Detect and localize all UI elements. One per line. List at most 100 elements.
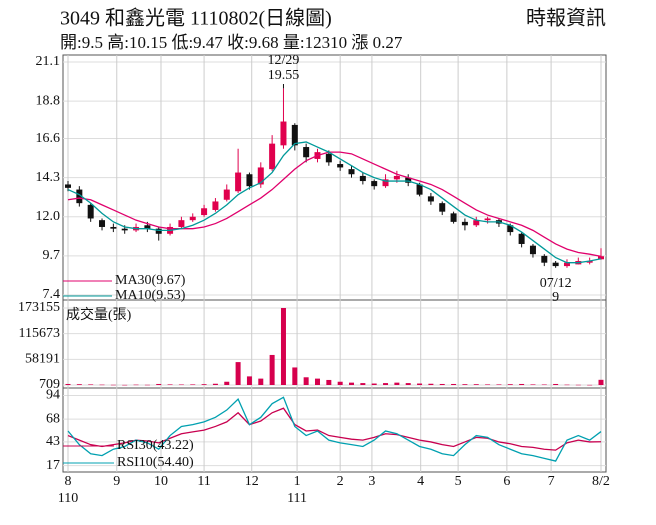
y-tick-label: 115673 <box>19 326 60 341</box>
annotation: 07/12 <box>540 276 572 291</box>
volume-bar <box>258 378 264 385</box>
year-label: 110 <box>58 491 78 506</box>
x-tick-label: 6 <box>503 474 510 489</box>
annotation: 12/29 <box>268 53 300 68</box>
volume-bar <box>190 384 196 385</box>
volume-bar <box>598 379 604 385</box>
candle-body <box>201 208 208 216</box>
x-tick-label: 5 <box>455 474 462 489</box>
x-tick-label: 3 <box>368 474 375 489</box>
y-tick-label: 94 <box>46 388 60 403</box>
candle-body <box>529 245 536 255</box>
volume-bar <box>417 383 423 385</box>
x-tick-label: 4 <box>417 474 424 489</box>
x-tick-label: 9 <box>113 474 120 489</box>
candle-body <box>280 121 287 146</box>
x-tick-label: 10 <box>154 474 168 489</box>
y-tick-label: 173155 <box>18 300 60 315</box>
candle-body <box>65 184 71 188</box>
year-label: 111 <box>287 491 307 506</box>
legend-label: RSI10(54.40) <box>117 455 194 470</box>
candle-body <box>473 220 480 226</box>
volume-bar <box>428 383 434 385</box>
volume-bar <box>530 384 536 385</box>
candle-body <box>99 220 106 227</box>
y-tick-label: 17 <box>46 458 60 473</box>
candle-body <box>552 262 559 267</box>
subtitle: 開:9.5 高:10.15 低:9.47 收:9.68 量:12310 漲 0.… <box>60 33 403 52</box>
candle-body <box>484 218 491 221</box>
annotation: 19.55 <box>268 68 300 83</box>
candle-body <box>155 228 162 234</box>
volume-bar <box>473 384 479 385</box>
candle-body <box>303 147 310 158</box>
candle-body <box>598 256 604 260</box>
series-line <box>67 141 602 264</box>
candle-body <box>382 179 389 187</box>
candle-body <box>76 189 83 204</box>
volume-bar <box>65 383 71 385</box>
y-tick-label: 18.8 <box>36 93 61 108</box>
y-tick-label: 7.4 <box>43 287 61 302</box>
volume-bar <box>269 354 275 385</box>
candle-body <box>518 233 525 244</box>
x-tick-label: 8 <box>65 474 72 489</box>
volume-bar <box>122 384 128 386</box>
volume-bar <box>133 384 139 386</box>
volume-bar <box>337 381 343 385</box>
volume-bar <box>292 367 298 385</box>
candle-body <box>450 213 457 222</box>
candle-body <box>427 196 434 202</box>
frame <box>62 54 607 473</box>
candle-body <box>439 203 446 212</box>
candle-body <box>246 174 253 187</box>
legend-label: MA10(9.53) <box>115 288 186 303</box>
candle-body <box>325 153 332 163</box>
candle-body <box>507 225 514 233</box>
volume-bar <box>394 382 400 385</box>
volume-bar <box>167 384 173 385</box>
y-tick-label: 12.0 <box>36 209 61 224</box>
volume-bar <box>314 378 320 385</box>
candle-body <box>586 260 593 263</box>
series-line <box>67 151 602 258</box>
candle-body <box>405 177 412 183</box>
volume-bar <box>564 384 570 386</box>
volume-bar <box>485 384 491 385</box>
candle-body <box>416 184 423 195</box>
volume-bar <box>178 384 184 386</box>
legend-label: RSI30(43.22) <box>117 438 194 453</box>
candle-body <box>87 204 94 219</box>
volume-bar <box>201 384 207 385</box>
volume-bar <box>224 381 230 385</box>
volume-bar <box>349 382 355 385</box>
volume-bar <box>246 376 252 385</box>
candle-body <box>291 124 298 146</box>
candle-body <box>223 189 230 200</box>
volume-bar <box>541 384 547 386</box>
volume-bar <box>144 384 150 386</box>
candle-body <box>461 221 468 226</box>
candle-body <box>348 169 355 175</box>
volume-bar <box>156 383 162 385</box>
y-tick-label: 43 <box>46 434 60 449</box>
candle-body <box>144 225 151 229</box>
candle-body <box>121 228 128 231</box>
legend-label: 成交量(張) <box>66 306 132 323</box>
y-tick-label: 14.3 <box>36 170 61 185</box>
series-line <box>67 407 602 451</box>
candle-body <box>235 172 242 192</box>
x-tick-label: 2 <box>337 474 344 489</box>
y-tick-label: 9.7 <box>43 248 61 263</box>
y-tick-label: 58191 <box>25 352 60 367</box>
candle-body <box>178 220 185 227</box>
candle-body <box>189 216 196 221</box>
y-tick-label: 709 <box>39 377 60 392</box>
y-tick-label: 68 <box>46 411 60 426</box>
volume-bar <box>553 383 559 385</box>
candle-body <box>110 226 117 229</box>
legend-label: MA30(9.67) <box>115 273 186 288</box>
volume-bar <box>99 384 105 386</box>
volume-bar <box>280 308 286 385</box>
